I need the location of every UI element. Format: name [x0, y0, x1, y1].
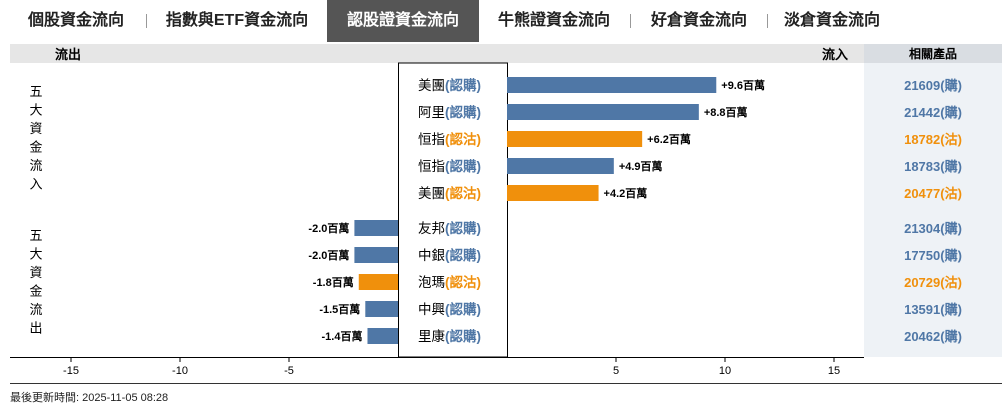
related-product-link[interactable]: 17750(購) — [904, 248, 962, 263]
tab-divider — [767, 14, 768, 28]
warrant-kind: (認購) — [445, 328, 481, 344]
tab-stock-flow[interactable]: 個股資金流向 — [27, 12, 124, 29]
group-label-inflow-char: 入 — [29, 177, 42, 192]
warrant-kind: (認購) — [445, 247, 481, 263]
outflow-header: 流出 — [55, 47, 81, 62]
stock-name: 恒指 — [418, 132, 445, 147]
last-updated-text: 最後更新時間: 2025-11-05 08:28 — [10, 392, 169, 404]
group-label-outflow-char: 出 — [29, 321, 42, 336]
bar-13591 — [365, 301, 398, 317]
group-label-inflow-char: 大 — [29, 103, 42, 118]
bar-17750 — [354, 247, 398, 263]
bar-20477 — [507, 185, 599, 201]
group-label-inflow-char: 金 — [29, 140, 42, 155]
bar-20729 — [358, 274, 398, 290]
footer-divider — [10, 383, 1002, 384]
related-header-bg — [864, 44, 1002, 63]
group-label-inflow-char: 資 — [29, 121, 42, 136]
category-label: 中銀(認購) — [418, 247, 481, 263]
category-label: 恒指(認購) — [418, 158, 481, 174]
x-tick-label: 10 — [719, 365, 731, 377]
warrant-kind: (認購) — [445, 301, 481, 317]
bar-value-label: -1.5百萬 — [319, 302, 360, 316]
related-product-link[interactable]: 18783(購) — [904, 159, 962, 174]
stock-name: 里康 — [418, 328, 445, 344]
tab-index-etf-flow[interactable]: 指數與ETF資金流向 — [165, 12, 309, 29]
group-label-inflow-char: 五 — [29, 84, 42, 99]
tab-short-flow[interactable]: 淡倉資金流向 — [783, 12, 880, 29]
stock-name: 美團 — [418, 186, 445, 201]
category-label: 美團(認購) — [418, 77, 481, 93]
category-label: 中興(認購) — [418, 301, 481, 317]
category-label: 里康(認購) — [418, 328, 481, 344]
stock-name: 泡瑪 — [418, 275, 445, 290]
tab-warrant-flow[interactable]: 認股證資金流向 — [327, 0, 479, 42]
bar-21304 — [354, 220, 398, 236]
inflow-header: 流入 — [822, 47, 848, 62]
related-product-link[interactable]: 21609(購) — [904, 78, 962, 93]
bar-value-label: +4.2百萬 — [604, 186, 648, 200]
category-label: 泡瑪(認沽) — [418, 274, 481, 290]
bar-20462 — [367, 328, 398, 344]
bar-value-label: -2.0百萬 — [308, 248, 349, 262]
group-label-outflow-char: 五 — [29, 228, 42, 243]
category-label: 友邦(認購) — [418, 220, 481, 236]
group-label-outflow-char: 金 — [29, 284, 42, 299]
warrant-kind: (認購) — [445, 77, 481, 93]
warrant-kind: (認沽) — [445, 274, 481, 290]
related-product-link[interactable]: 18782(沽) — [904, 132, 962, 147]
bar-value-label: -1.8百萬 — [313, 275, 354, 289]
group-label-outflow-char: 流 — [29, 302, 42, 317]
stock-name: 友邦 — [418, 221, 445, 236]
x-tick-label: -5 — [284, 365, 294, 377]
bar-21442 — [507, 104, 699, 120]
related-column-bg — [864, 63, 1002, 357]
stock-name: 中興 — [418, 302, 445, 317]
x-axis-title: 上日認股證資金流(港元) — [393, 388, 510, 389]
bar-18782 — [507, 131, 643, 147]
stock-name: 美團 — [418, 78, 445, 93]
category-label: 恒指(認沽) — [418, 131, 481, 147]
header-bar — [10, 44, 1002, 63]
bar-value-label: +9.6百萬 — [721, 78, 765, 92]
warrant-kind: (認購) — [445, 158, 481, 174]
related-product-link[interactable]: 13591(購) — [904, 302, 962, 317]
tab-long-flow[interactable]: 好倉資金流向 — [650, 12, 747, 29]
stock-name: 阿里 — [418, 105, 445, 120]
related-product-link[interactable]: 20462(購) — [904, 329, 962, 344]
x-tick-label: -10 — [172, 365, 188, 377]
related-product-link[interactable]: 21304(購) — [904, 221, 962, 236]
stock-name: 中銀 — [418, 248, 445, 263]
related-product-link[interactable]: 20729(沽) — [904, 275, 962, 290]
warrant-kind: (認沽) — [445, 185, 481, 201]
x-tick-label: 15 — [828, 365, 840, 377]
category-label: 美團(認沽) — [418, 185, 481, 201]
category-label: 阿里(認購) — [418, 104, 481, 120]
related-product-link[interactable]: 21442(購) — [904, 105, 962, 120]
group-label-outflow-char: 資 — [29, 265, 42, 280]
x-tick-label: 5 — [613, 365, 619, 377]
warrant-kind: (認購) — [445, 104, 481, 120]
bar-value-label: +8.8百萬 — [704, 105, 748, 119]
warrant-kind: (認購) — [445, 220, 481, 236]
group-label-inflow-char: 流 — [29, 158, 42, 173]
bar-value-label: +6.2百萬 — [647, 132, 691, 146]
label-column-box — [398, 62, 508, 358]
group-label-outflow-char: 大 — [29, 247, 42, 262]
stock-name: 恒指 — [418, 159, 445, 174]
tab-divider — [630, 14, 631, 28]
tab-divider — [146, 14, 147, 28]
bar-21609 — [507, 77, 717, 93]
x-tick-label: -15 — [63, 365, 79, 377]
warrant-kind: (認沽) — [445, 131, 481, 147]
bar-value-label: -1.4百萬 — [322, 329, 363, 343]
related-product-link[interactable]: 20477(沽) — [904, 186, 962, 201]
bar-value-label: +4.9百萬 — [619, 159, 663, 173]
bar-18783 — [507, 158, 614, 174]
bar-value-label: -2.0百萬 — [308, 221, 349, 235]
tab-cbbc-flow[interactable]: 牛熊證資金流向 — [497, 12, 610, 29]
tab-bar: 個股資金流向 指數與ETF資金流向 認股證資金流向 牛熊證資金流向 好倉資金流向… — [0, 0, 1002, 42]
related-header: 相關產品 — [909, 46, 957, 61]
